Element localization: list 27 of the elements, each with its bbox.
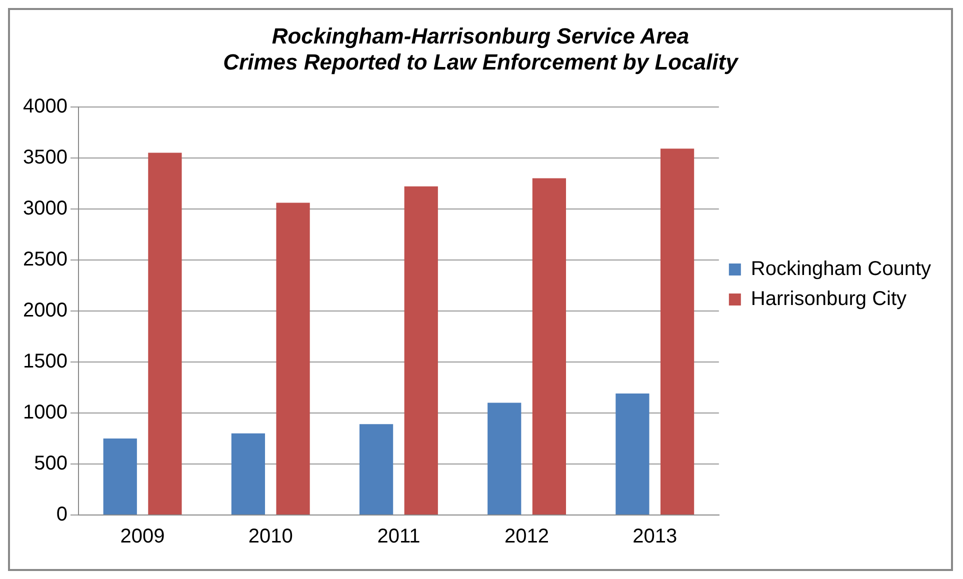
x-tick-label: 2012 [504, 526, 550, 548]
y-tick-label: 3000 [22, 197, 68, 220]
legend-label: Harrisonburg City [750, 288, 907, 310]
bar [148, 152, 182, 514]
x-tick-label: 2010 [248, 526, 293, 548]
x-tick-label: 2011 [377, 526, 420, 548]
legend-label: Rockingham County [750, 258, 932, 280]
y-tick-label: 500 [34, 452, 68, 474]
y-tick-label: 1500 [22, 350, 68, 372]
x-tick-label: 2013 [632, 526, 678, 548]
y-tick-label: 3500 [22, 146, 68, 168]
bar [404, 186, 438, 514]
chart-title: Rockingham-Harrisonburg Service Area Crimes Reported to Law Enforcement by Locality [223, 23, 740, 75]
y-tick-label: 2000 [22, 299, 68, 322]
y-tick-label: 1000 [22, 401, 68, 424]
bar [488, 402, 522, 514]
y-tick-label: 0 [56, 504, 68, 526]
bar [231, 433, 266, 514]
x-tick-label: 2009 [120, 526, 165, 548]
bar [616, 394, 650, 514]
bar [103, 438, 137, 514]
y-tick-label: 4000 [22, 95, 68, 118]
bar [359, 424, 394, 514]
bar [660, 148, 694, 514]
bar [276, 202, 310, 514]
y-tick-label: 2500 [22, 248, 68, 270]
bar [532, 178, 566, 514]
